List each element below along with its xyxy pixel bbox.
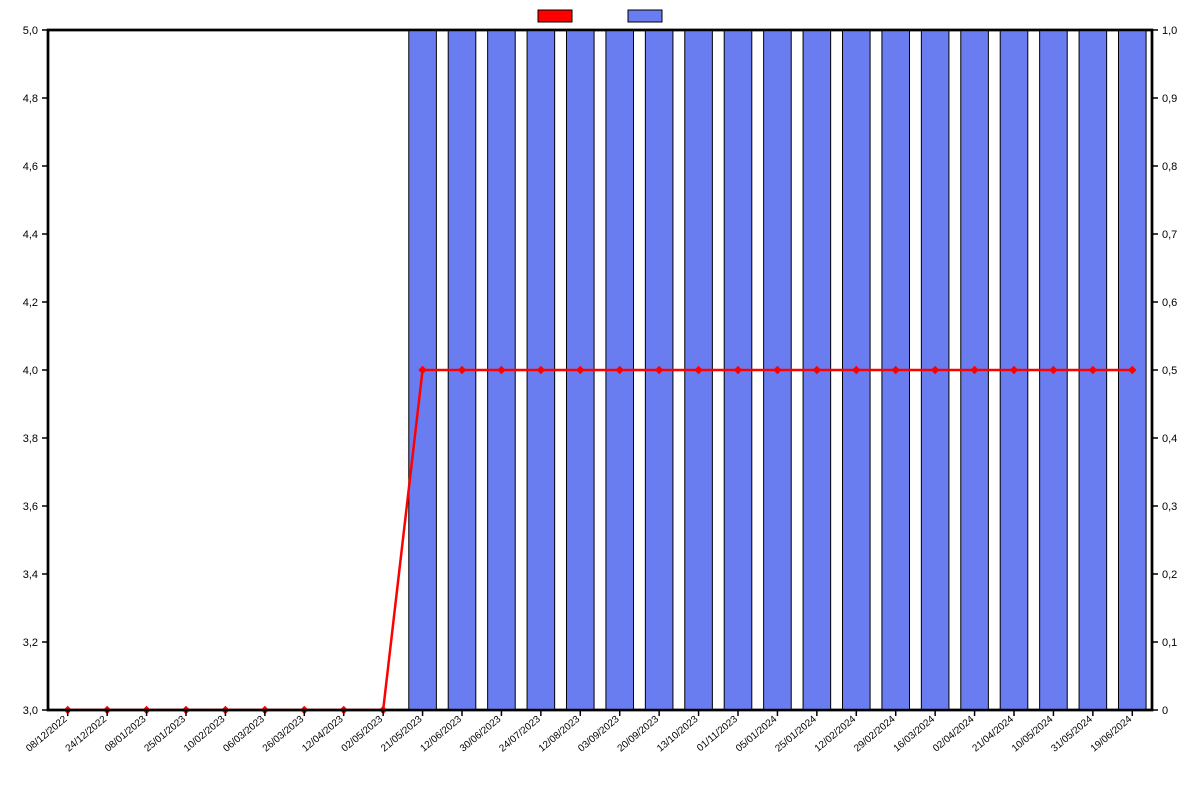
left-axis-tick-label: 3,4	[23, 569, 38, 581]
dual-axis-chart: 3,0 3,2 3,4 3,6 3,8 4,0 4,2 4,4 4,6 4,8 5,0 0 0,1 0,2…	[0, 0, 1200, 800]
right-axis-tick-label: 0,4	[1162, 433, 1177, 445]
right-axis-tick-label: 0,9	[1162, 93, 1177, 105]
right-axis-tick-label: 0,1	[1162, 637, 1177, 649]
right-axis-tick-label: 0,5	[1162, 365, 1177, 377]
left-axis-tick-label: 4,4	[23, 229, 38, 241]
right-axis-tick-label: 0	[1162, 705, 1168, 717]
left-axis-tick-label: 5,0	[23, 25, 38, 37]
left-axis-tick-label: 4,0	[23, 365, 38, 377]
right-axis-tick-label: 0,6	[1162, 297, 1177, 309]
right-axis-tick-label: 0,8	[1162, 161, 1177, 173]
left-axis-tick-label: 3,8	[23, 433, 38, 445]
legend-swatch	[628, 10, 662, 22]
chart-svg: 3,0 3,2 3,4 3,6 3,8 4,0 4,2 4,4 4,6 4,8 5,0 0 0,1 0,2…	[0, 0, 1200, 800]
left-axis-tick-label: 3,0	[23, 705, 38, 717]
left-axis-tick-label: 4,8	[23, 93, 38, 105]
right-axis-tick-label: 1,0	[1162, 25, 1177, 37]
left-axis-tick-label: 4,6	[23, 161, 38, 173]
right-axis-tick-label: 0,2	[1162, 569, 1177, 581]
legend-swatch	[538, 10, 572, 22]
left-axis-tick-label: 3,6	[23, 501, 38, 513]
left-axis-tick-label: 4,2	[23, 297, 38, 309]
right-axis-tick-label: 0,3	[1162, 501, 1177, 513]
left-axis-tick-label: 3,2	[23, 637, 38, 649]
right-axis-tick-label: 0,7	[1162, 229, 1177, 241]
